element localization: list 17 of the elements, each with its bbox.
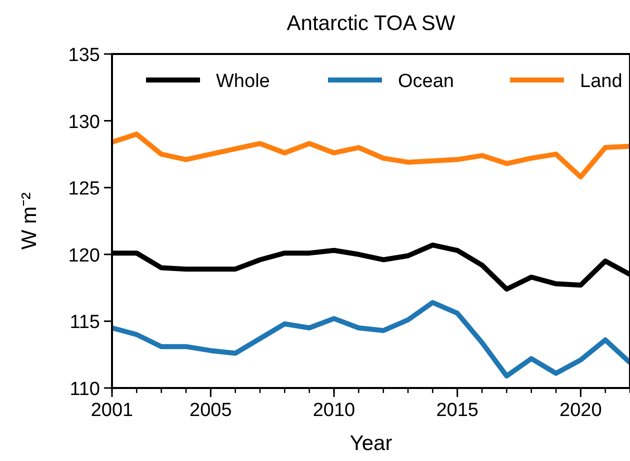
- x-tick-label: 2001: [90, 400, 134, 421]
- y-tick-label: 135: [68, 45, 100, 66]
- y-axis-title: W m⁻²: [18, 192, 41, 250]
- legend-label: Ocean: [398, 71, 454, 92]
- x-tick-label: 2020: [560, 400, 602, 421]
- legend-label: Land: [580, 71, 622, 92]
- x-tick-label: 2010: [312, 400, 356, 421]
- legend-label: Whole: [216, 71, 270, 92]
- chart-title: Antarctic TOA SW: [286, 12, 456, 35]
- x-tick-label: 2005: [190, 400, 232, 421]
- y-tick-label: 130: [68, 112, 100, 133]
- x-axis-title: Year: [350, 432, 392, 455]
- y-tick-label: 115: [70, 312, 100, 334]
- x-tick-label: 2015: [436, 400, 478, 421]
- y-tick-label: 125: [68, 178, 100, 200]
- y-tick-label: 120: [68, 245, 100, 266]
- y-tick-label: 110: [70, 379, 100, 400]
